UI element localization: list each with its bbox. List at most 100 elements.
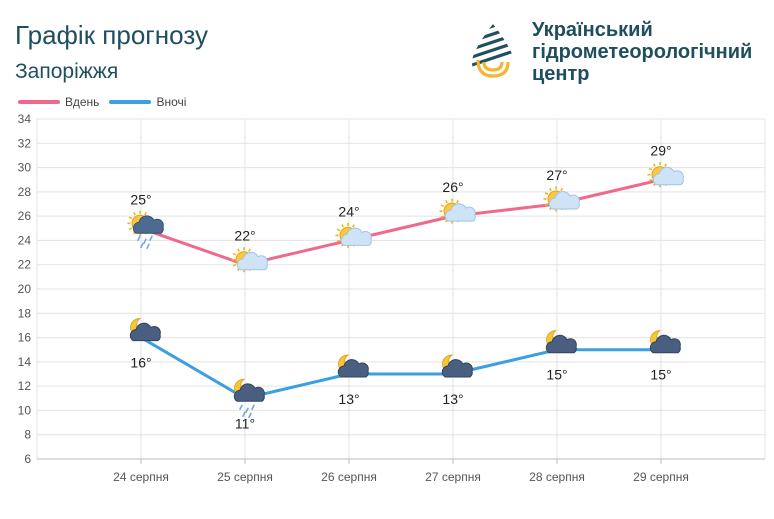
moon-cloud-icon	[441, 354, 473, 378]
x-tick-label: 28 серпня	[529, 470, 585, 484]
rain-drop	[137, 235, 141, 242]
legend-item-day[interactable]: Вдень	[18, 95, 99, 109]
sun-ray	[549, 187, 552, 192]
data-label: 22°	[234, 228, 255, 244]
cloud-shape	[233, 383, 265, 402]
y-tick-label: 22	[18, 258, 32, 272]
legend-label-day: Вдень	[65, 95, 100, 109]
x-tick-label: 26 серпня	[321, 470, 377, 484]
moon-cloud-icon	[545, 330, 577, 354]
sun-ray	[440, 204, 445, 208]
sun-cloud-icon	[335, 222, 372, 248]
city-name: Запоріжжя	[15, 60, 119, 83]
cloud-shape	[340, 227, 372, 246]
data-label: 15°	[650, 367, 671, 383]
chart-legend: Вдень Вночі	[18, 95, 196, 109]
legend-label-night: Вночі	[156, 95, 187, 109]
cloud-shape	[545, 334, 577, 354]
sun-cloud-icon	[231, 247, 268, 273]
data-label: 29°	[650, 143, 671, 159]
data-label: 11°	[235, 415, 255, 431]
data-label: 15°	[546, 367, 567, 383]
sun-ray	[560, 187, 563, 192]
sun-ray	[133, 212, 136, 216]
sun-ray	[445, 199, 448, 204]
y-tick-label: 10	[18, 403, 32, 417]
page-title: Графік прогнозу	[15, 20, 208, 50]
rain-drop	[251, 404, 255, 411]
y-tick-label: 8	[24, 428, 31, 442]
org-name-line: Український	[532, 19, 653, 41]
cloud-shape	[652, 166, 684, 186]
legend-swatch-night	[109, 100, 152, 104]
data-label: 25°	[130, 191, 151, 207]
x-tick-label: 27 серпня	[425, 470, 481, 484]
sun-ray	[232, 252, 237, 256]
moon-cloud-icon	[649, 330, 681, 354]
water-drop-logo-icon	[472, 24, 514, 82]
sun-ray	[648, 178, 653, 182]
night-series-line	[140, 336, 661, 400]
y-tick-label: 24	[18, 233, 32, 247]
sun-cloud-icon	[543, 186, 580, 212]
cloud-shape	[548, 191, 580, 210]
data-label: 16°	[130, 355, 151, 371]
org-name-line: центр	[532, 63, 590, 85]
x-tick-label: 24 серпня	[113, 470, 169, 484]
sun-ray	[237, 248, 240, 252]
y-tick-label: 20	[18, 282, 32, 296]
sun-ray	[144, 212, 147, 216]
legend-swatch-day	[18, 100, 60, 104]
cloud-shape	[441, 359, 473, 378]
cloud-shape	[236, 251, 268, 271]
sun-ray	[664, 163, 667, 167]
sun-ray	[128, 216, 133, 220]
moon-cloud-rain-icon	[233, 378, 265, 419]
data-label: 24°	[338, 203, 359, 219]
sun-cloud-icon	[647, 162, 684, 188]
y-tick-label: 28	[18, 185, 32, 199]
sun-ray	[128, 227, 133, 231]
y-tick-label: 26	[18, 209, 32, 223]
legend-item-night[interactable]: Вночі	[109, 95, 186, 109]
sun-ray	[341, 224, 344, 228]
moon-cloud-icon	[129, 318, 161, 342]
sun-ray	[352, 224, 355, 228]
cloud-shape	[132, 215, 164, 234]
sun-ray	[544, 203, 549, 206]
rain-drop	[143, 238, 147, 245]
rain-drop	[242, 411, 246, 418]
rain-drop	[248, 412, 252, 419]
y-tick-label: 30	[18, 161, 32, 175]
x-tick-label: 25 серпня	[217, 470, 273, 484]
data-label: 13°	[338, 391, 359, 407]
data-label: 13°	[442, 391, 463, 407]
rain-drop	[146, 243, 150, 250]
sun-ray	[648, 167, 653, 171]
data-label: 26°	[442, 179, 463, 195]
cloud-shape	[337, 359, 369, 378]
sun-ray	[336, 239, 341, 243]
sun-ray	[653, 163, 656, 167]
cloud-shape	[444, 203, 476, 222]
y-tick-label: 32	[18, 136, 32, 150]
org-name: Український гідрометеорологічний центр	[532, 19, 752, 85]
y-tick-label: 34	[18, 112, 32, 126]
y-tick-label: 12	[18, 379, 32, 393]
moon-cloud-icon	[337, 354, 369, 378]
sun-ray	[440, 215, 445, 219]
y-tick-label: 18	[18, 306, 32, 320]
cloud-shape	[649, 334, 681, 354]
data-label: 27°	[546, 167, 567, 183]
rain-drop	[245, 407, 249, 414]
sun-ray	[232, 263, 237, 267]
org-name-line: гідрометеорологічний	[532, 41, 753, 63]
rain-drop	[239, 404, 243, 411]
rain-drop	[149, 235, 153, 242]
x-tick-label: 29 серпня	[633, 470, 689, 484]
sun-ray	[456, 199, 459, 204]
day-series-line	[140, 178, 662, 267]
sun-cloud-icon	[439, 198, 476, 224]
sun-cloud-rain-icon	[127, 210, 164, 250]
